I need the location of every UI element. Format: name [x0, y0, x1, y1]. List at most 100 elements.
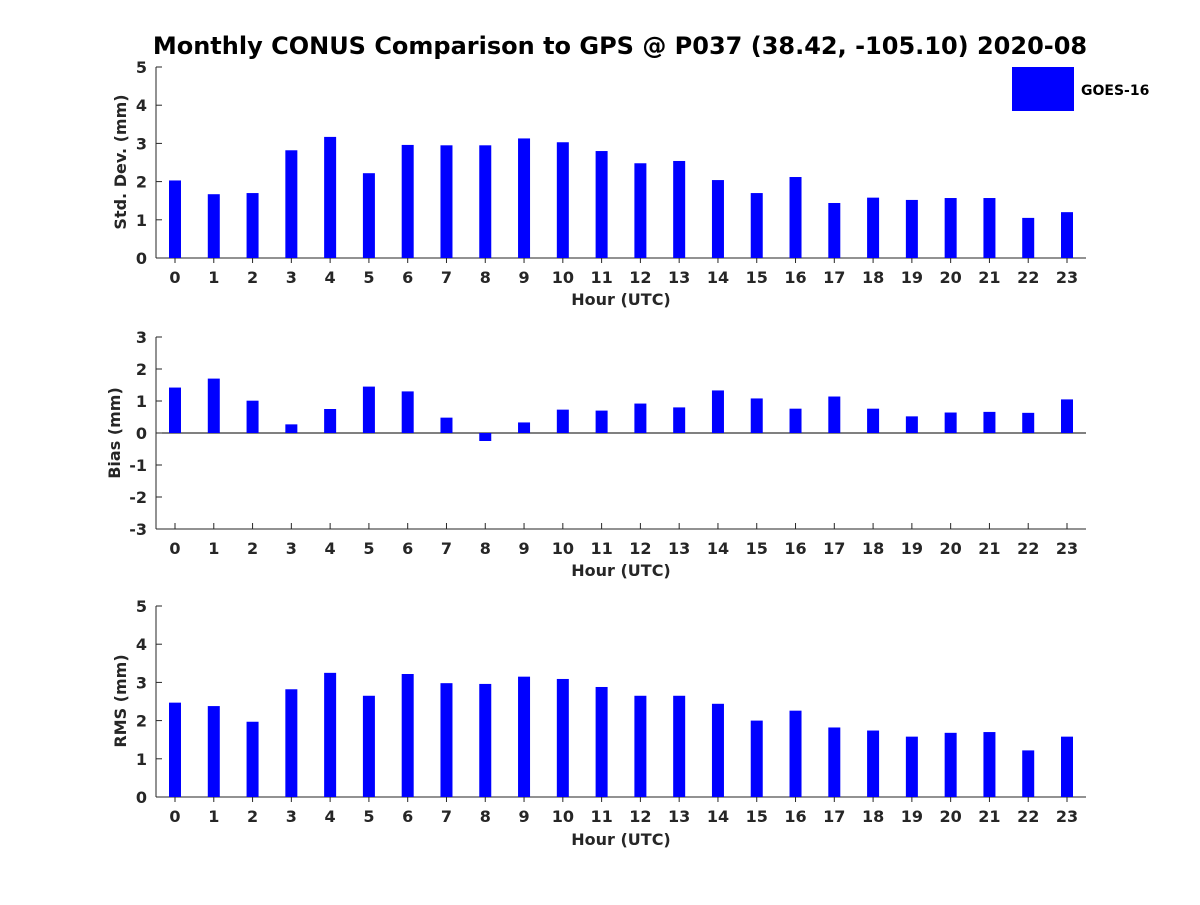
rms-ytick-label: 1 [136, 750, 147, 769]
rms-xtick-label: 4 [325, 807, 336, 826]
bias-bar [750, 398, 763, 433]
bias-xtick-label: 6 [402, 539, 413, 558]
std-ytick-label: 1 [136, 211, 147, 230]
std-xtick-label: 13 [668, 268, 690, 287]
std-bar [905, 199, 918, 258]
rms-bar [169, 702, 181, 797]
std-dev-xlabel: Hour (UTC) [571, 290, 671, 309]
std-bar [1061, 212, 1073, 258]
bias-xtick-label: 3 [286, 539, 297, 558]
rms-xtick-label: 2 [247, 807, 258, 826]
bias-xtick-label: 1 [208, 539, 219, 558]
rms-xtick-label: 7 [441, 807, 452, 826]
bias-xtick-label: 8 [480, 539, 491, 558]
std-xtick-label: 12 [629, 268, 651, 287]
bias-xtick-label: 4 [325, 539, 336, 558]
std-ytick-label: 2 [136, 173, 147, 192]
std-ytick-label: 3 [136, 134, 147, 153]
bias-ytick-label: 2 [136, 360, 147, 379]
rms-bar [905, 736, 918, 797]
rms-xtick-label: 8 [480, 807, 491, 826]
bias-xtick-label: 7 [441, 539, 452, 558]
rms-xtick-label: 22 [1017, 807, 1039, 826]
bias-bar [634, 403, 647, 433]
rms-xlabel: Hour (UTC) [571, 830, 671, 849]
std-xtick-label: 16 [784, 268, 806, 287]
std-xtick-label: 3 [286, 268, 297, 287]
rms-bar [401, 673, 414, 797]
rms-xtick-label: 21 [978, 807, 1000, 826]
std-bar [518, 138, 531, 258]
bias-bar [285, 424, 298, 433]
bias-bar [1022, 412, 1035, 433]
rms-ytick-label: 4 [136, 635, 147, 654]
bias-bar [673, 407, 686, 433]
std-xtick-label: 18 [862, 268, 884, 287]
std-bar [401, 144, 414, 258]
bias-xtick-label: 21 [978, 539, 1000, 558]
std-bar [828, 202, 841, 258]
std-bar [944, 198, 957, 258]
rms-xtick-label: 12 [629, 807, 651, 826]
std-bar [867, 197, 880, 258]
rms-ylabel: RMS (mm) [111, 654, 130, 747]
bias-bar [440, 417, 453, 433]
std-xtick-label: 4 [325, 268, 336, 287]
std-bar [983, 198, 996, 258]
std-bar [285, 150, 298, 258]
std-bar [440, 145, 453, 258]
std-ytick-label: 4 [136, 96, 147, 115]
bias-bar [479, 433, 492, 441]
std-xtick-label: 19 [901, 268, 923, 287]
bias-xtick-label: 13 [668, 539, 690, 558]
rms-ytick-label: 2 [136, 712, 147, 731]
rms-bar [1022, 750, 1035, 797]
rms-xtick-label: 15 [746, 807, 768, 826]
rms-bar [285, 689, 298, 797]
bias-xtick-label: 2 [247, 539, 258, 558]
std-dev-ylabel: Std. Dev. (mm) [111, 94, 130, 229]
bias-ytick-label: 3 [136, 328, 147, 347]
rms-ytick-label: 0 [136, 788, 147, 807]
std-bar [479, 145, 492, 258]
std-xtick-label: 15 [746, 268, 768, 287]
std-xtick-label: 7 [441, 268, 452, 287]
chart-title: Monthly CONUS Comparison to GPS @ P037 (… [153, 32, 1087, 60]
std-xtick-label: 20 [940, 268, 962, 287]
rms-bar [1061, 736, 1073, 797]
legend-swatch [1012, 67, 1074, 111]
bias-bar [169, 387, 181, 433]
bias-xtick-label: 19 [901, 539, 923, 558]
rms-ytick-label: 3 [136, 673, 147, 692]
rms-bar [711, 703, 724, 797]
rms-xtick-label: 16 [784, 807, 806, 826]
bias-xtick-label: 22 [1017, 539, 1039, 558]
bias-ytick-label: -2 [129, 488, 147, 507]
rms-bar [246, 721, 259, 797]
bias-bar [867, 408, 880, 433]
rms-xtick-label: 3 [286, 807, 297, 826]
bias-xtick-label: 17 [823, 539, 845, 558]
std-bar [169, 180, 181, 258]
bias-bar [595, 410, 608, 433]
bias-bar [362, 386, 375, 433]
rms-xtick-label: 5 [363, 807, 374, 826]
std-xtick-label: 5 [363, 268, 374, 287]
std-ytick-label: 5 [136, 58, 147, 77]
rms-xtick-label: 13 [668, 807, 690, 826]
bias-bar [711, 390, 724, 433]
rms-bar [556, 678, 569, 797]
rms-bar [207, 706, 220, 797]
bias-bar [1061, 399, 1073, 433]
bias-xtick-label: 5 [363, 539, 374, 558]
bias-bar [905, 416, 918, 433]
bias-ytick-label: -1 [129, 456, 147, 475]
std-xtick-label: 21 [978, 268, 1000, 287]
rms-bar [362, 695, 375, 797]
bias-xlabel: Hour (UTC) [571, 561, 671, 580]
bias-xtick-label: 14 [707, 539, 729, 558]
std-bar [673, 160, 686, 258]
